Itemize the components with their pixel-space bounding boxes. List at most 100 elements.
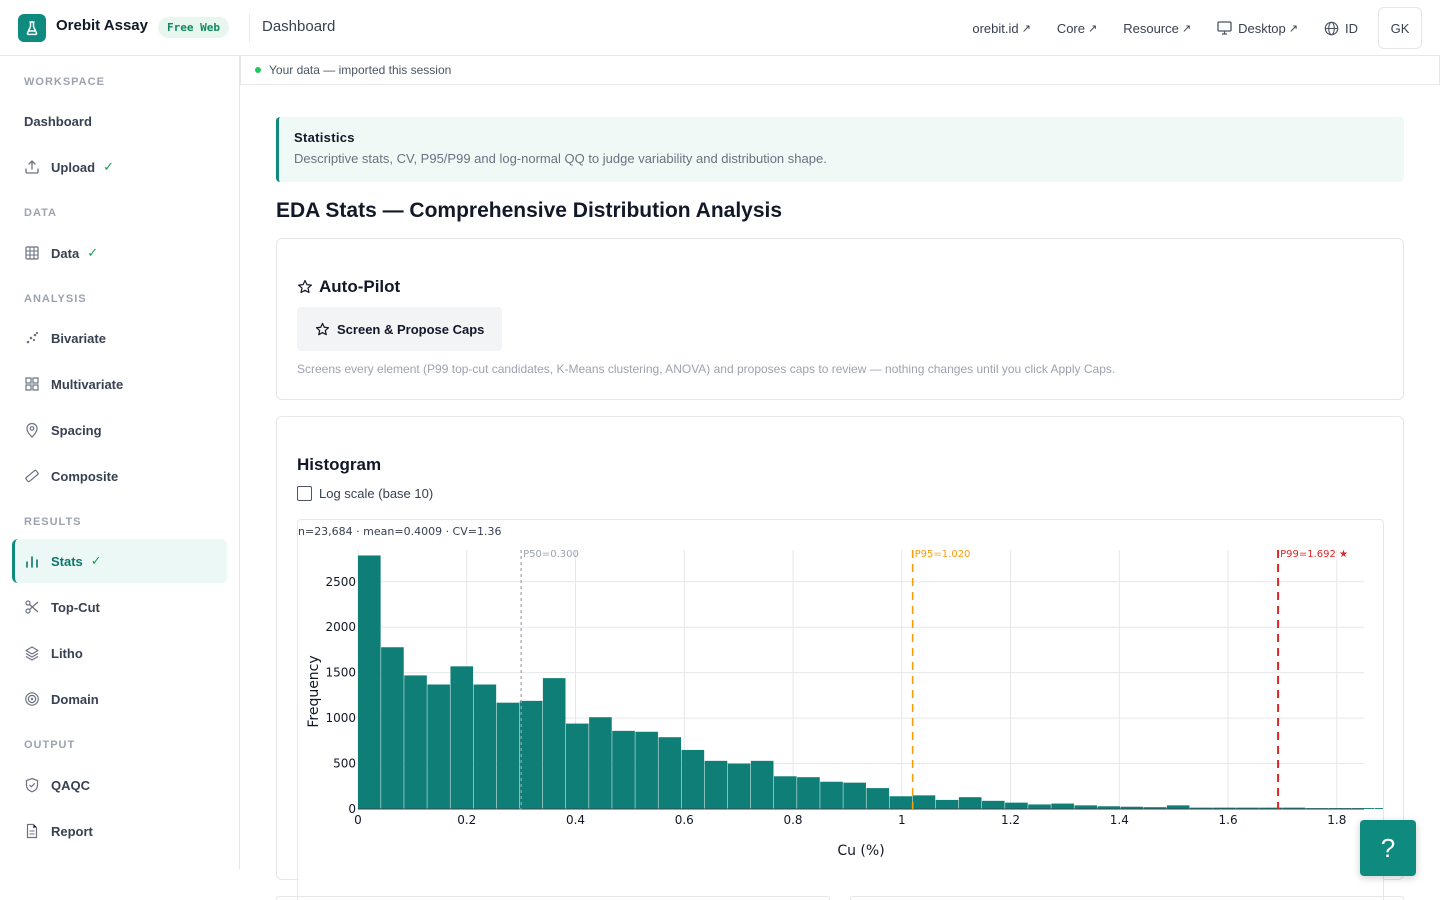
top-links: orebit.id ↗ Core ↗ Resource ↗ Desktop ↗ ID G…	[972, 7, 1422, 49]
bar-chart-icon	[24, 553, 40, 569]
histogram-bar	[958, 797, 982, 809]
screen-propose-caps-button[interactable]: Screen & Propose Caps	[297, 307, 503, 351]
x-tick-label: 1.8	[1327, 813, 1346, 827]
link-label: orebit.id	[972, 20, 1019, 36]
histogram-bar	[843, 782, 866, 809]
sidebar-item-label: Spacing	[51, 422, 102, 438]
autopilot-card: Auto-Pilot Screen & Propose Caps Screens…	[276, 238, 1404, 400]
y-tick-label: 2500	[325, 575, 356, 589]
link-label: Resource	[1123, 20, 1179, 36]
histogram-bar	[427, 684, 450, 809]
sidebar-item-spacing[interactable]: Spacing	[12, 409, 227, 451]
histogram-bar	[1374, 808, 1398, 809]
x-tick-label: 0.6	[675, 813, 694, 827]
sidebar-item-data[interactable]: Data ✓	[12, 232, 227, 274]
external-link-icon: ↗	[1181, 22, 1192, 35]
star-icon	[315, 322, 330, 335]
link-resource[interactable]: Resource ↗	[1123, 21, 1191, 36]
external-link-icon: ↗	[1288, 22, 1298, 35]
link-orebit[interactable]: orebit.id ↗	[972, 21, 1030, 36]
map-pin-icon	[24, 422, 40, 438]
info-description: Descriptive stats, CV, P95/P99 and log-n…	[294, 151, 827, 166]
link-core[interactable]: Core ↗	[1057, 21, 1097, 36]
data-status-banner: Your data — imported this session	[240, 56, 1440, 85]
histogram-bar	[1074, 805, 1098, 809]
user-avatar[interactable]: GK	[1378, 7, 1422, 49]
sidebar-item-litho[interactable]: Litho	[12, 632, 227, 674]
x-tick-label: 1.4	[1110, 813, 1129, 827]
check-icon: ✓	[103, 159, 114, 174]
sidebar-item-bivariate[interactable]: Bivariate	[12, 317, 227, 359]
log-scale-checkbox[interactable]	[297, 486, 312, 501]
histogram-bar	[1097, 806, 1121, 809]
log-scale-toggle[interactable]: Log scale (base 10)	[297, 486, 433, 501]
section-workspace: WORKSPACE	[24, 76, 105, 88]
histogram-bar	[589, 717, 612, 809]
sidebar-item-label: Composite	[51, 468, 119, 484]
flask-logo-icon[interactable]	[18, 14, 46, 42]
external-link-icon: ↗	[1088, 22, 1098, 35]
sidebar-item-label: Litho	[51, 645, 83, 661]
histogram-bar	[1005, 802, 1028, 809]
sidebar-item-qaqc[interactable]: QAQC	[12, 764, 227, 806]
histogram-bar	[1028, 804, 1051, 809]
histogram-bar	[612, 730, 635, 809]
histogram-bar	[542, 678, 566, 809]
info-heading: Statistics	[294, 130, 355, 145]
help-button[interactable]: ?	[1360, 820, 1416, 876]
upload-icon	[24, 159, 40, 175]
x-axis-label: Cu (%)	[837, 843, 884, 859]
sidebar-item-dashboard[interactable]: Dashboard	[12, 100, 227, 142]
histogram-bar	[565, 723, 589, 809]
star-icon	[298, 279, 312, 294]
sidebar-item-label: Data	[51, 245, 80, 261]
sidebar-item-upload[interactable]: Upload ✓	[12, 146, 227, 188]
status-dot	[255, 67, 261, 73]
histogram-bar	[889, 796, 913, 809]
app-name[interactable]: Orebit Assay	[56, 17, 148, 34]
histogram-bar	[820, 781, 843, 809]
histogram-bar	[1166, 805, 1190, 809]
y-tick-label: 1500	[325, 666, 356, 680]
x-tick-label: 1.2	[1001, 813, 1020, 827]
table-icon	[24, 245, 40, 261]
sidebar-item-stats[interactable]: Stats ✓	[12, 539, 227, 583]
link-desktop[interactable]: Desktop ↗	[1217, 21, 1298, 36]
histogram-title: Histogram	[297, 455, 382, 474]
percentile-marker-label: P50=0.300	[523, 549, 579, 560]
scissors-icon	[24, 599, 40, 615]
histogram-bar	[1189, 807, 1213, 809]
sidebar-item-label: Multivariate	[51, 376, 124, 392]
x-tick-label: 0.4	[566, 813, 585, 827]
y-tick-label: 1000	[325, 711, 356, 725]
y-tick-label: 0	[348, 802, 356, 816]
language-switch[interactable]: ID	[1324, 21, 1358, 36]
check-icon: ✓	[90, 553, 102, 568]
x-tick-label: 0.2	[457, 813, 476, 827]
sidebar-item-composite[interactable]: Composite	[12, 455, 227, 497]
info-callout: Statistics Descriptive stats, CV, P95/P9…	[276, 117, 1404, 182]
sidebar-item-label: Bivariate	[51, 330, 106, 346]
sidebar-item-domain[interactable]: Domain	[12, 678, 227, 720]
percentile-marker-label: P99=1.692 ★	[1280, 549, 1348, 560]
globe-icon	[1324, 21, 1339, 35]
sidebar-item-top-cut[interactable]: Top-Cut	[12, 586, 227, 628]
autopilot-description: Screens every element (P99 top-cut candi…	[297, 362, 1116, 376]
histogram-card: Histogram Log scale (base 10) n=23,684 ·…	[276, 416, 1440, 900]
sidebar-item-multivariate[interactable]: Multivariate	[12, 363, 227, 405]
percentile-marker-label: P95=1.020	[915, 549, 971, 560]
section-output: OUTPUT	[24, 739, 76, 751]
histogram-bar	[935, 799, 959, 809]
histogram-bar	[750, 760, 774, 809]
x-tick-label: 1	[898, 813, 906, 827]
histogram-bar	[519, 700, 543, 809]
target-icon	[24, 691, 40, 707]
histogram-bar	[1051, 803, 1074, 809]
section-results: RESULTS	[24, 516, 82, 528]
histogram-bar	[450, 666, 474, 809]
sidebar-item-report[interactable]: Report	[12, 810, 227, 852]
histogram-bar	[1120, 806, 1144, 809]
histogram-bar	[797, 777, 820, 809]
histogram-bar	[404, 675, 427, 809]
sidebar-item-label: Dashboard	[24, 113, 92, 129]
